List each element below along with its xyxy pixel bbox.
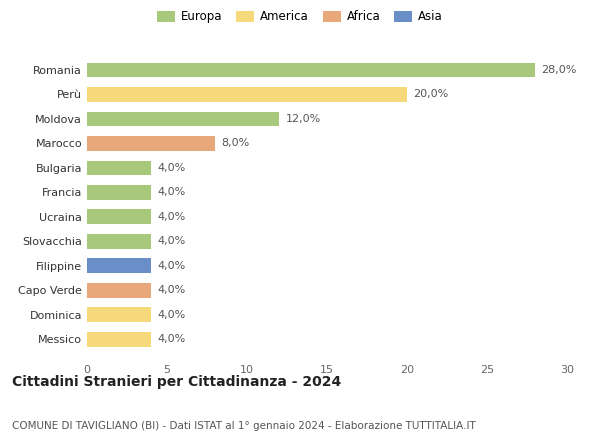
Text: Cittadini Stranieri per Cittadinanza - 2024: Cittadini Stranieri per Cittadinanza - 2…	[12, 375, 341, 389]
Bar	[87, 258, 151, 273]
Text: 28,0%: 28,0%	[541, 65, 577, 75]
Text: 4,0%: 4,0%	[157, 163, 185, 173]
Bar	[87, 161, 151, 175]
Bar	[87, 209, 151, 224]
Bar	[87, 234, 151, 249]
Text: 4,0%: 4,0%	[157, 187, 185, 198]
Bar	[87, 185, 151, 200]
Bar	[87, 308, 151, 322]
Text: 8,0%: 8,0%	[221, 139, 250, 148]
Text: 4,0%: 4,0%	[157, 261, 185, 271]
Bar	[87, 112, 279, 126]
Legend: Europa, America, Africa, Asia: Europa, America, Africa, Asia	[155, 8, 445, 26]
Text: 12,0%: 12,0%	[286, 114, 320, 124]
Text: 4,0%: 4,0%	[157, 236, 185, 246]
Text: 4,0%: 4,0%	[157, 285, 185, 295]
Text: 4,0%: 4,0%	[157, 310, 185, 320]
Text: 20,0%: 20,0%	[413, 89, 449, 99]
Bar	[87, 62, 535, 77]
Bar	[87, 136, 215, 151]
Bar	[87, 332, 151, 347]
Bar	[87, 87, 407, 102]
Text: 4,0%: 4,0%	[157, 334, 185, 344]
Text: COMUNE DI TAVIGLIANO (BI) - Dati ISTAT al 1° gennaio 2024 - Elaborazione TUTTITA: COMUNE DI TAVIGLIANO (BI) - Dati ISTAT a…	[12, 421, 476, 431]
Text: 4,0%: 4,0%	[157, 212, 185, 222]
Bar	[87, 283, 151, 297]
